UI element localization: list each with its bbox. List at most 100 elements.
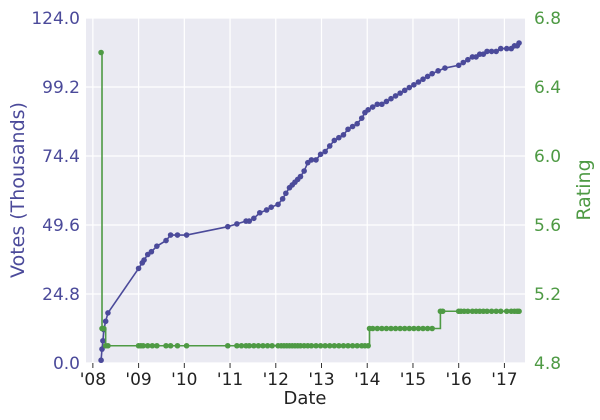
- votes-point: [354, 120, 360, 127]
- votes-point: [392, 93, 399, 99]
- x-tick-label: '10: [171, 370, 197, 390]
- votes-point: [345, 126, 351, 133]
- rating-point: [174, 342, 181, 349]
- votes-point: [183, 232, 190, 238]
- rating-point: [251, 342, 257, 349]
- rating-point: [397, 325, 403, 332]
- votes-point: [369, 104, 376, 110]
- rating-point: [154, 342, 160, 349]
- rating-point: [326, 342, 333, 349]
- votes-point: [308, 157, 315, 163]
- votes-point: [493, 48, 499, 55]
- rating-point: [322, 342, 328, 349]
- votes-point: [246, 218, 253, 224]
- votes-point: [401, 87, 408, 94]
- right-axis-ticks: 4.8 5.2 5.6 6.0 6.4 6.8: [534, 9, 561, 374]
- votes-point: [100, 337, 106, 344]
- rating-point: [424, 325, 431, 332]
- left-axis-label: Votes (Thousands): [7, 102, 29, 278]
- rating-point: [149, 342, 156, 349]
- series-layer: [98, 40, 522, 364]
- rating-point: [516, 308, 522, 315]
- votes-point: [317, 151, 324, 158]
- votes-series: [98, 40, 522, 364]
- rating-point: [260, 342, 266, 349]
- votes-point: [379, 101, 385, 108]
- rating-point: [264, 342, 271, 349]
- votes-point: [516, 40, 522, 46]
- votes-point: [455, 62, 462, 69]
- votes-point: [465, 56, 471, 63]
- votes-point: [98, 357, 104, 364]
- rating-point: [369, 325, 376, 332]
- votes-point: [283, 190, 289, 197]
- votes-point: [365, 107, 371, 113]
- votes-point: [224, 223, 231, 230]
- votes-point: [148, 248, 155, 255]
- votes-point: [163, 237, 169, 244]
- votes-point: [102, 318, 109, 325]
- right-tick-label: 6.8: [534, 9, 561, 29]
- right-tick-label: 6.4: [534, 78, 561, 98]
- votes-point: [388, 95, 394, 102]
- votes-point: [374, 101, 381, 108]
- rating-point: [224, 342, 231, 349]
- rating-point: [144, 342, 151, 349]
- votes-point: [234, 221, 240, 227]
- votes-point: [275, 201, 281, 208]
- votes-point: [460, 59, 467, 66]
- rating-point: [439, 308, 446, 315]
- rating-point: [317, 342, 324, 349]
- votes-point: [141, 257, 147, 263]
- rating-point: [234, 342, 240, 349]
- right-tick-label: 5.2: [534, 285, 561, 305]
- rating-point: [269, 342, 275, 349]
- rating-point: [98, 49, 104, 56]
- left-tick-label: 124.0: [31, 9, 80, 29]
- votes-point: [326, 143, 333, 149]
- votes-point: [411, 81, 417, 88]
- votes-point: [99, 346, 105, 352]
- votes-point: [358, 115, 365, 121]
- rating-point: [140, 342, 146, 349]
- rating-point: [340, 342, 347, 349]
- votes-point: [488, 48, 495, 55]
- votes-point: [279, 196, 286, 202]
- votes-point: [484, 48, 490, 55]
- rating-point: [420, 325, 426, 332]
- x-tick-label: '14: [354, 370, 380, 390]
- rating-point: [406, 325, 413, 332]
- rating-point: [349, 342, 356, 349]
- rating-point: [308, 342, 315, 349]
- rating-point: [493, 308, 499, 315]
- right-tick-label: 6.0: [534, 147, 561, 167]
- rating-point: [401, 325, 408, 332]
- gridlines: [86, 17, 525, 364]
- x-tick-label: '12: [263, 370, 289, 390]
- rating-point: [503, 308, 510, 315]
- x-tick-label: '11: [217, 370, 243, 390]
- rating-point: [183, 342, 190, 349]
- rating-point: [354, 342, 360, 349]
- votes-point: [167, 232, 174, 238]
- votes-point: [349, 123, 356, 130]
- votes-point: [154, 243, 160, 249]
- right-tick-label: 5.6: [534, 216, 561, 236]
- votes-point: [268, 204, 275, 210]
- votes-point: [174, 232, 181, 238]
- votes-point: [135, 265, 142, 272]
- votes-point: [251, 215, 257, 222]
- rating-point: [238, 342, 245, 349]
- left-tick-label: 99.2: [42, 78, 80, 98]
- x-tick-label: '09: [125, 370, 151, 390]
- rating-point: [374, 325, 381, 332]
- rating-point: [465, 308, 471, 315]
- rating-point: [336, 342, 342, 349]
- right-axis-label: Rating: [573, 159, 595, 220]
- rating-point: [497, 308, 504, 315]
- x-tick-label: '16: [446, 370, 472, 390]
- rating-point: [167, 342, 174, 349]
- rating-point: [246, 342, 253, 349]
- left-tick-label: 24.8: [42, 285, 80, 305]
